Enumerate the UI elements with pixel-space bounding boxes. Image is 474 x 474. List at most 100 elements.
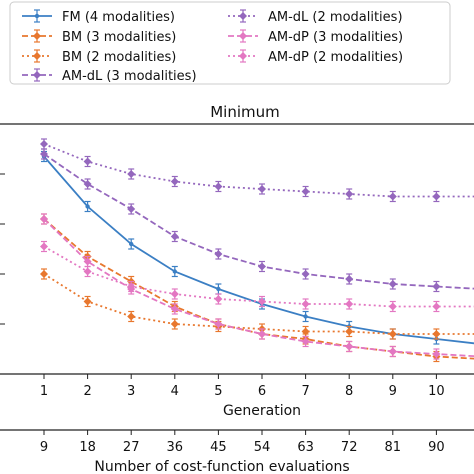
secondary-x-tick-label: 36 <box>167 440 184 455</box>
series-4 <box>40 138 474 203</box>
secondary-x-tick-label: 63 <box>297 440 314 455</box>
secondary-x-tick-label: 18 <box>79 440 96 455</box>
legend: FM (4 modalities) BM (3 modalities) BM (2 … <box>9 1 451 85</box>
series-3 <box>40 148 474 293</box>
data-point <box>40 215 48 223</box>
axes-layer: 1 2 3 4 5 6 7 8 9 109 18 27 36 45 54 63 72 81 90 <box>0 123 474 455</box>
data-point <box>432 330 441 338</box>
data-point <box>301 337 310 346</box>
data-point <box>432 302 441 311</box>
secondary-x-tick-label: 72 <box>341 440 358 455</box>
legend-item: BM (3 modalities) <box>22 29 176 45</box>
data-point <box>127 170 136 178</box>
secondary-x-tick-label: 54 <box>254 440 271 455</box>
x-tick-label: 1 <box>40 384 48 399</box>
data-point <box>216 286 221 292</box>
legend-marker <box>239 12 247 20</box>
data-point <box>127 282 136 291</box>
legend-marker <box>239 32 247 40</box>
series-line <box>43 218 474 360</box>
legend-label: AM-dP (2 modalities) <box>268 50 403 65</box>
series-line <box>43 245 474 308</box>
chart-title: Minimum <box>210 103 280 121</box>
data-point <box>40 140 48 148</box>
data-point <box>170 320 179 328</box>
x-tick-label: 4 <box>171 384 179 399</box>
x-tick-label: 3 <box>127 384 135 399</box>
legend-item: AM-dL (2 modalities) <box>228 9 403 25</box>
data-point <box>258 330 266 338</box>
x-axis-label: Generation <box>223 403 301 419</box>
data-point <box>127 312 136 321</box>
legend-marker <box>33 71 41 79</box>
data-point <box>301 270 310 278</box>
data-point <box>83 180 92 188</box>
data-point <box>345 342 354 351</box>
data-point <box>83 267 92 276</box>
data-point <box>345 190 354 198</box>
x-tick-label: 2 <box>83 384 91 399</box>
secondary-x-tick-label: 81 <box>385 440 402 455</box>
data-point <box>301 327 310 336</box>
legend-item: BM (2 modalities) <box>22 49 176 65</box>
series-line <box>43 218 474 358</box>
legend-item: AM-dP (2 modalities) <box>228 49 403 65</box>
data-point <box>214 250 223 258</box>
data-point <box>388 347 397 356</box>
secondary-x-tick-label: 27 <box>123 440 140 455</box>
legend-box <box>9 1 451 85</box>
data-point <box>432 350 441 358</box>
x-tick-label: 9 <box>389 384 397 399</box>
data-point <box>303 314 308 319</box>
secondary-x-axis-label: Number of cost-function evaluations <box>94 459 349 474</box>
legend-item: FM (4 modalities) <box>22 9 175 25</box>
data-point <box>170 177 179 186</box>
legend-marker <box>239 52 247 60</box>
series-line <box>43 273 474 335</box>
data-point <box>301 187 310 196</box>
data-point <box>258 297 266 306</box>
legend-label: AM-dL (3 modalities) <box>62 69 197 84</box>
data-point <box>388 330 397 338</box>
data-point <box>345 275 354 283</box>
legend-label: AM-dL (2 modalities) <box>268 10 403 25</box>
secondary-x-tick-label: 90 <box>428 440 445 455</box>
legend-item: AM-dL (3 modalities) <box>22 68 197 84</box>
data-point <box>214 320 223 328</box>
legend-marker <box>33 32 41 40</box>
series-layer <box>40 138 474 363</box>
legend-label: BM (3 modalities) <box>62 30 176 45</box>
x-tick-label: 6 <box>258 384 266 399</box>
data-point <box>129 241 134 247</box>
secondary-x-tick-label: 45 <box>210 440 227 455</box>
data-point <box>214 295 223 303</box>
data-point <box>301 300 310 308</box>
data-point <box>432 192 441 201</box>
data-point <box>170 305 179 313</box>
legend-label: FM (4 modalities) <box>62 10 175 25</box>
legend-marker <box>34 13 40 19</box>
series-2 <box>40 268 474 340</box>
series-5 <box>40 213 474 360</box>
data-point <box>172 269 177 274</box>
data-point <box>40 150 48 158</box>
data-point <box>388 192 397 201</box>
x-tick-label: 7 <box>301 384 309 399</box>
data-point <box>127 205 136 213</box>
legend-item: AM-dP (3 modalities) <box>228 29 403 45</box>
x-tick-label: 5 <box>214 384 222 399</box>
series-6 <box>40 240 474 313</box>
legend-label: AM-dP (3 modalities) <box>268 30 403 45</box>
data-point <box>388 280 397 288</box>
legend-marker <box>33 52 41 60</box>
data-point <box>170 232 179 241</box>
data-point <box>40 270 48 278</box>
series-1 <box>40 213 474 363</box>
data-point <box>170 290 179 298</box>
data-point <box>83 297 92 306</box>
series-0 <box>41 150 474 345</box>
data-point <box>258 185 266 193</box>
data-point <box>345 300 354 308</box>
data-point <box>83 157 92 166</box>
data-point <box>40 242 48 251</box>
